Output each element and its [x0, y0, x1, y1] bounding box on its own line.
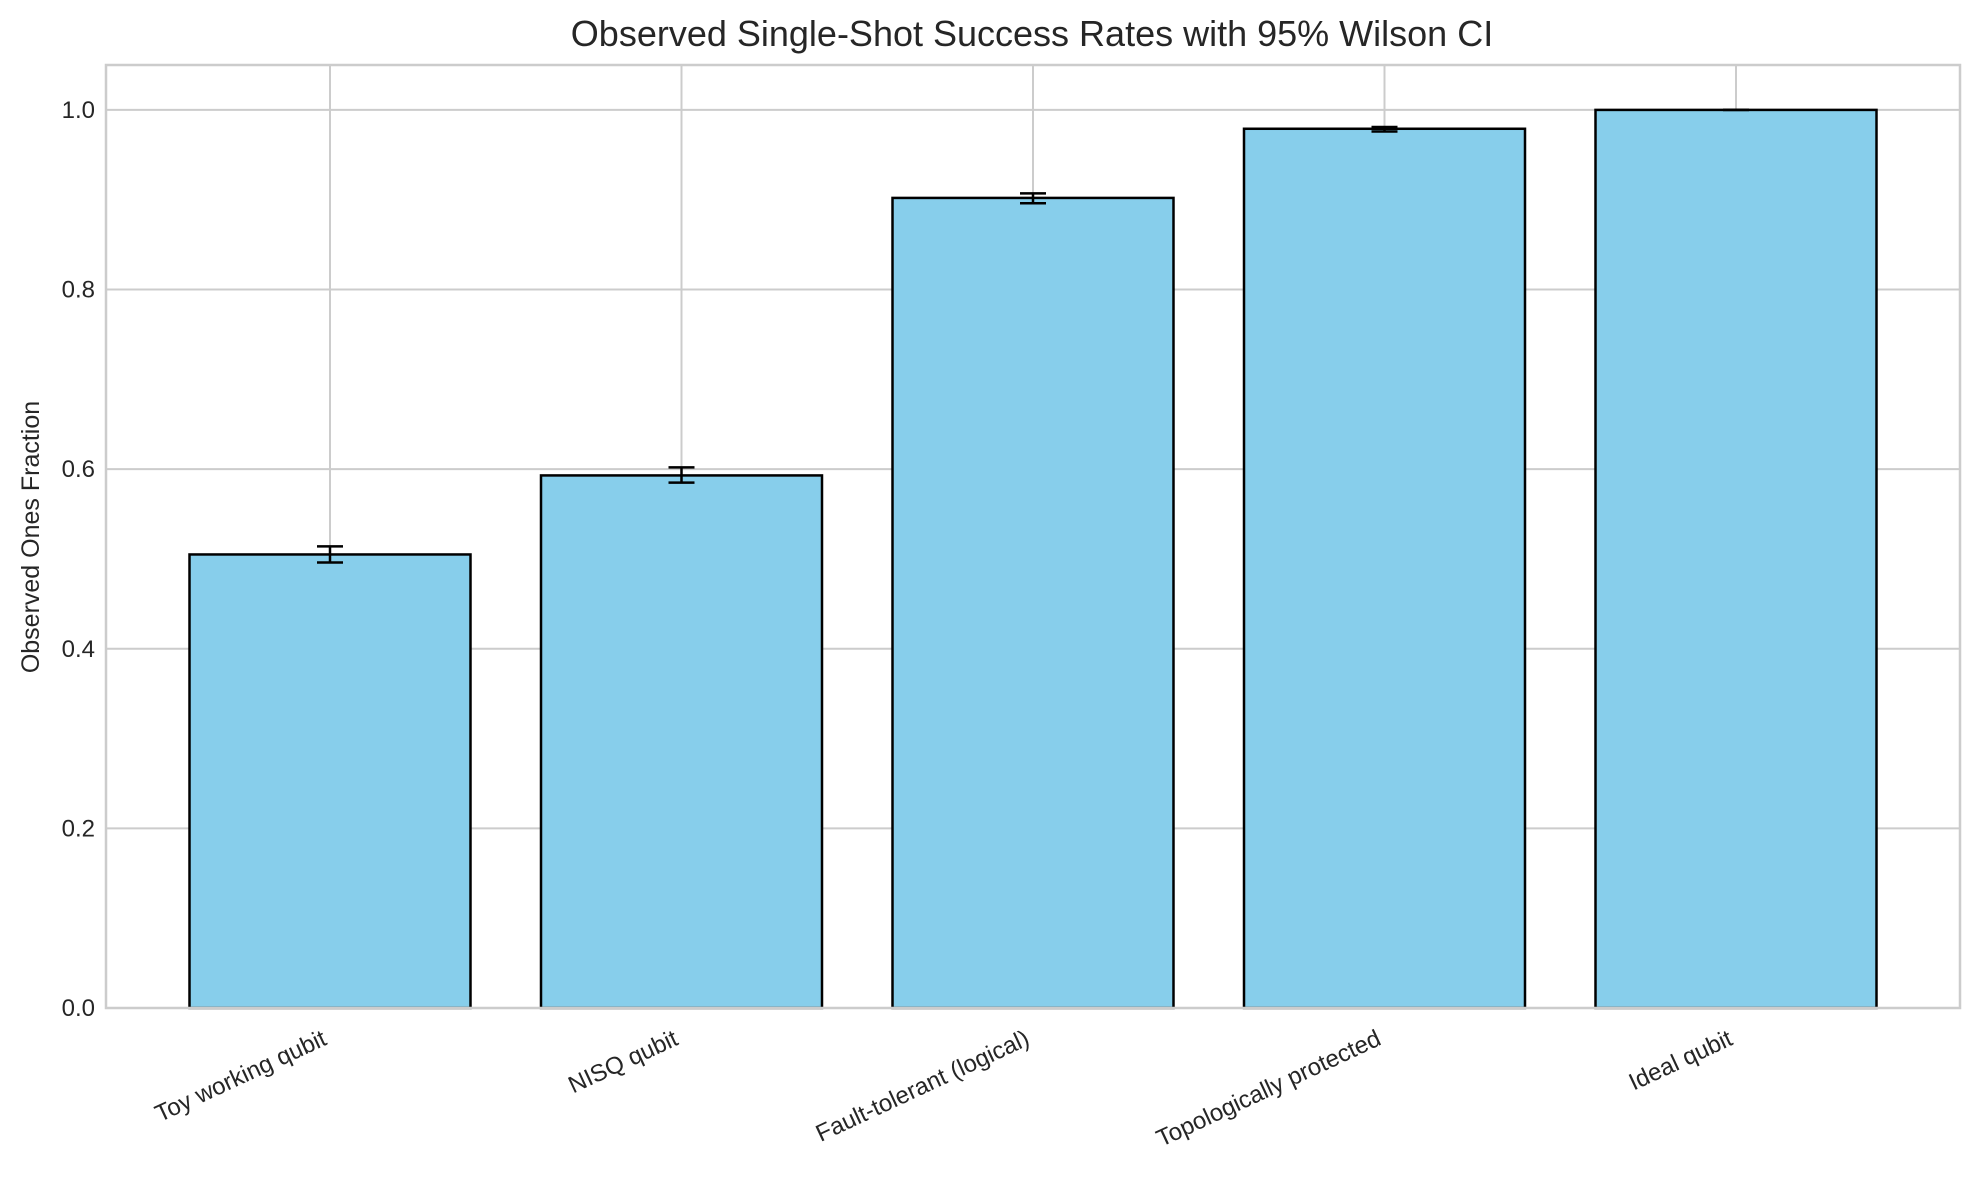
bar	[1594, 108, 1878, 1010]
chart-title: Observed Single-Shot Success Rates with …	[571, 13, 1493, 54]
y-axis-label: Observed Ones Fraction	[17, 401, 45, 673]
y-tick-label: 1.0	[62, 97, 95, 124]
error-bar	[668, 466, 695, 484]
x-tick-label: Ideal qubit	[1625, 1025, 1737, 1096]
x-tick-labels: Toy working qubit NISQ qubit Fault-toleran…	[151, 1025, 1737, 1153]
error-bar	[1020, 192, 1046, 205]
y-tick-label: 0.8	[62, 277, 95, 304]
error-bars	[317, 108, 1749, 564]
x-tick-label: Topologically protected	[1152, 1025, 1385, 1153]
x-tick-label: Fault-tolerant (logical)	[812, 1025, 1034, 1148]
y-tick-label: 0.4	[62, 636, 95, 663]
y-tick-labels: 0.0 0.2 0.4 0.6 0.8 1.0	[62, 97, 95, 1022]
error-bar	[317, 545, 343, 564]
bar	[539, 474, 824, 1010]
x-tick-label: Toy working qubit	[151, 1025, 331, 1128]
bar	[188, 553, 472, 1010]
y-tick-label: 0.6	[62, 456, 95, 483]
plot-frame	[104, 63, 1962, 1010]
error-bar	[1371, 125, 1398, 133]
bar	[1242, 127, 1527, 1010]
y-tick-label: 0.0	[62, 995, 95, 1022]
x-tick-label: NISQ qubit	[564, 1025, 682, 1099]
y-tick-label: 0.2	[62, 815, 95, 842]
bar	[891, 196, 1175, 1010]
bars	[188, 108, 1878, 1010]
